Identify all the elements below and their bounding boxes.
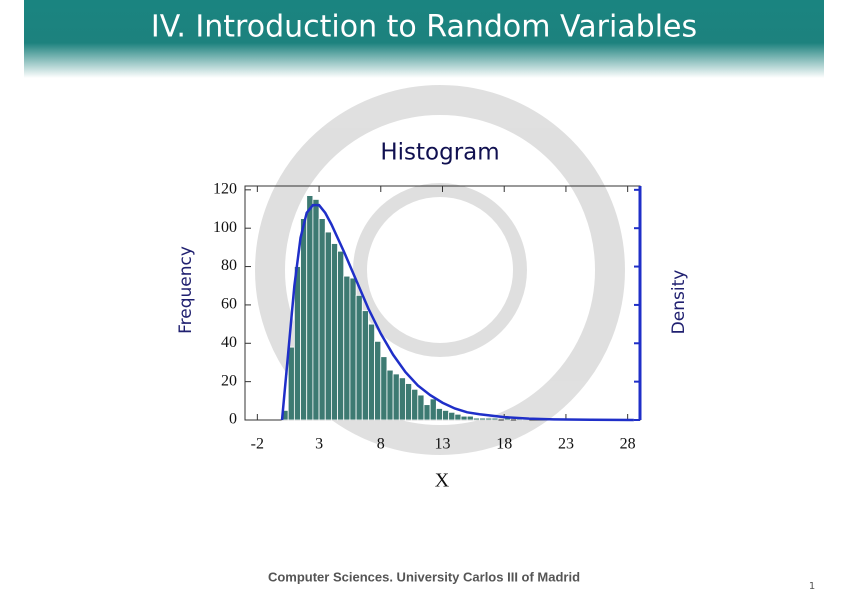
bar — [411, 388, 419, 421]
bar — [405, 383, 413, 421]
slide-title: IV. Introduction to Random Variables — [151, 10, 697, 45]
bar — [355, 294, 363, 421]
x-tick-label: -2 — [251, 436, 264, 453]
bar — [448, 411, 456, 421]
footer-text: Computer Sciences. University Carlos III… — [268, 569, 580, 584]
page-number: 1 — [809, 581, 815, 592]
y-tick-label: 20 — [221, 372, 237, 389]
bar — [300, 218, 308, 421]
bar — [460, 415, 468, 421]
bar — [293, 266, 301, 421]
bar — [454, 413, 462, 421]
y-tick-label: 0 — [229, 411, 237, 428]
bar — [479, 417, 487, 421]
x-tick-label: 18 — [496, 436, 512, 453]
bar — [374, 340, 382, 421]
bar — [343, 275, 351, 421]
bar — [423, 404, 431, 421]
watermark — [255, 85, 625, 455]
bar — [287, 346, 295, 421]
chart-title: Histogram — [380, 140, 499, 166]
bar — [312, 199, 320, 421]
bar — [491, 417, 499, 421]
x-axis-label: X — [435, 470, 450, 492]
y-tick-label: 100 — [213, 219, 237, 236]
bar — [361, 310, 369, 421]
bar — [380, 356, 388, 421]
bar — [466, 415, 474, 421]
bar — [337, 250, 345, 421]
bar — [417, 394, 425, 421]
title-box — [365, 136, 515, 168]
y-axis-label: Frequency — [176, 246, 196, 334]
y-tick-label: 120 — [213, 181, 237, 198]
x-tick-label: 8 — [377, 436, 385, 453]
y-tick-label: 60 — [221, 296, 237, 313]
bar — [398, 377, 406, 421]
x-tick-label: 13 — [435, 436, 451, 453]
bar — [435, 408, 443, 421]
bar — [306, 195, 314, 421]
bar — [324, 231, 332, 421]
bar — [429, 398, 437, 421]
bar — [331, 243, 338, 421]
bar — [386, 369, 394, 421]
bar — [349, 277, 357, 421]
y-tick-label: 80 — [221, 257, 237, 274]
bar — [318, 218, 326, 421]
density-curve — [280, 203, 634, 422]
bar — [392, 373, 400, 421]
bar — [472, 417, 480, 421]
bar — [485, 417, 493, 421]
bar — [442, 410, 450, 421]
bar — [368, 323, 376, 421]
x-tick-label: 3 — [315, 436, 323, 453]
y2-axis-label: Density — [669, 270, 689, 335]
x-tick-label: 23 — [558, 436, 574, 453]
x-tick-label: 28 — [620, 436, 636, 453]
header-band — [24, 0, 824, 78]
y-tick-label: 40 — [221, 334, 237, 351]
